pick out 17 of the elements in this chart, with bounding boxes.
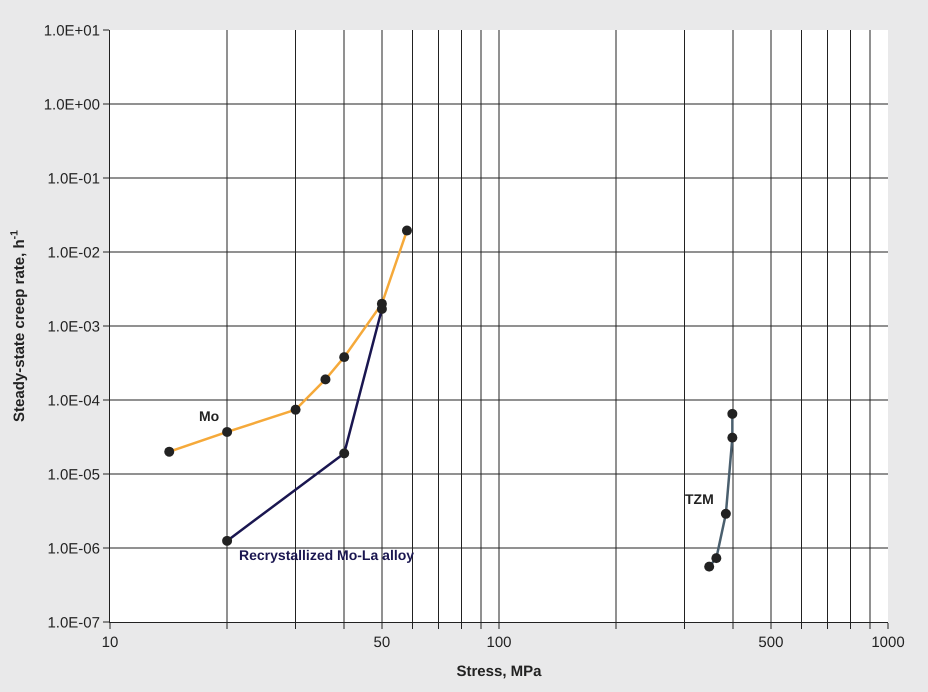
- x-tick-label: 100: [486, 634, 512, 651]
- x-tick-label: 500: [758, 634, 784, 651]
- series-label: Mo: [199, 408, 220, 424]
- x-tick-label: 1000: [871, 634, 905, 651]
- y-tick-label: 1.0E-02: [47, 244, 100, 262]
- y-tick-label: 1.0E-07: [47, 614, 100, 632]
- y-tick-label: 1.0E-05: [47, 466, 100, 484]
- y-tick-label: 1.0E-06: [47, 540, 100, 558]
- x-tick-label: 10: [102, 634, 118, 651]
- y-tick-label: 1.0E-04: [47, 392, 100, 410]
- y-tick-label: 1.0E+00: [44, 96, 100, 114]
- series-label: TZM: [685, 491, 714, 507]
- y-tick-label: 1.0E+01: [44, 22, 100, 40]
- x-axis-title: Stress, MPa: [456, 663, 542, 680]
- y-tick-label: 1.0E-03: [47, 318, 100, 336]
- x-tick-label: 50: [374, 634, 390, 651]
- y-tick-label: 1.0E-01: [47, 170, 100, 188]
